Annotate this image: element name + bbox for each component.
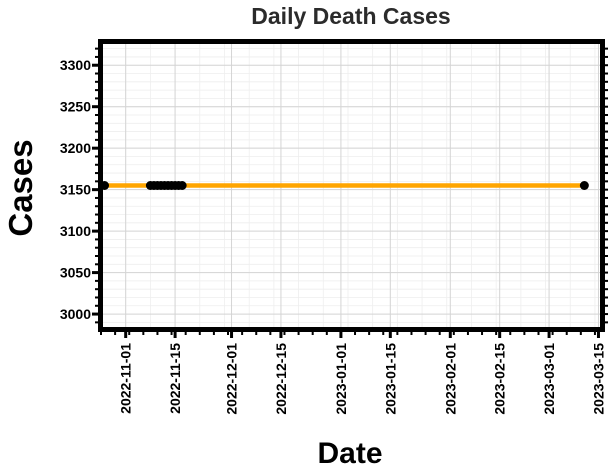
data-point	[177, 181, 187, 190]
x-tick-label: 2023-02-01	[442, 343, 458, 415]
data-point	[579, 181, 589, 190]
x-tick-label: 2023-02-15	[492, 343, 508, 415]
chart-title: Daily Death Cases	[251, 3, 450, 29]
x-tick-label: 2023-01-01	[333, 343, 349, 415]
y-tick-label: 3150	[60, 182, 91, 198]
y-axis-label: Cases	[2, 139, 39, 236]
y-tick-label: 3300	[60, 57, 91, 73]
x-tick-label: 2022-11-01	[118, 343, 134, 414]
x-tick-label: 2022-11-15	[167, 343, 183, 414]
y-tick-label: 3200	[60, 140, 91, 156]
y-tick-label: 3000	[60, 306, 91, 322]
y-tick-label: 3050	[60, 265, 91, 281]
x-axis-label: Date	[317, 437, 382, 470]
x-tick-label: 2023-03-01	[541, 343, 557, 415]
x-tick-label: 2023-01-15	[382, 343, 398, 415]
x-tick-label: 2022-12-01	[224, 343, 240, 415]
series-layer	[100, 181, 589, 190]
x-tick-label: 2023-03-15	[590, 343, 606, 415]
y-tick-label: 3250	[60, 99, 91, 115]
x-tick-label: 2022-12-15	[273, 343, 289, 415]
plot-frame	[98, 39, 605, 332]
y-tick-label: 3100	[60, 223, 91, 239]
ticks: 3000 3050 3100 3150 3200 3250 3300 2022-11-01 20…	[60, 47, 608, 415]
